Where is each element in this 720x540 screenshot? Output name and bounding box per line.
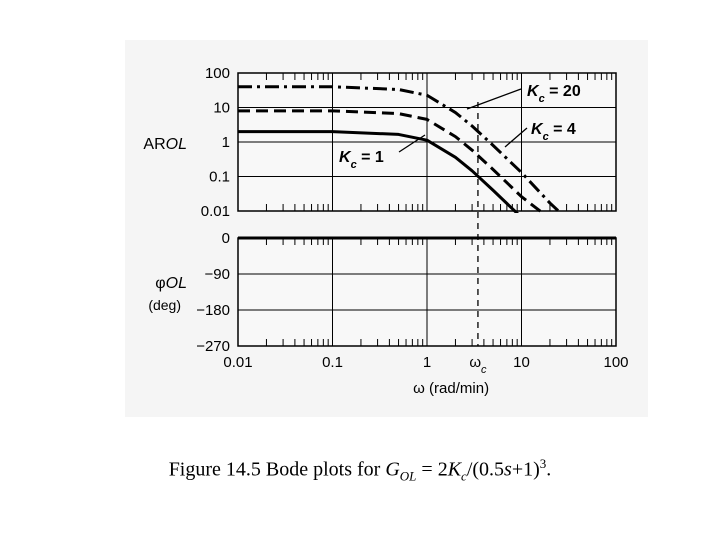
caption-g-sub: OL bbox=[399, 468, 417, 484]
ar-curve-kc-4 bbox=[238, 109, 546, 213]
series-pointer bbox=[504, 127, 528, 148]
caption-tail: +1) bbox=[511, 458, 540, 481]
caption-k-sub: c bbox=[461, 468, 467, 484]
xtick-label: 0.1 bbox=[322, 354, 343, 371]
xtick-label: 0.01 bbox=[223, 354, 252, 371]
series-layer bbox=[238, 85, 616, 346]
magnitude-frame bbox=[237, 72, 617, 212]
crossover-label: ωc bbox=[469, 354, 487, 376]
series-label-kc-1: Kc = 1 bbox=[339, 149, 384, 171]
caption-eq: = 2 bbox=[416, 458, 448, 481]
ar-curve-kc-1 bbox=[238, 130, 520, 213]
mag-ytick-label: 0.1 bbox=[209, 169, 230, 186]
xtick-label: 1 bbox=[423, 354, 431, 371]
xtick-label: 10 bbox=[513, 354, 530, 371]
mag-ytick-label: 10 bbox=[213, 100, 230, 117]
phase-ylabel-unit: (deg) bbox=[148, 297, 181, 313]
phase-ylabel: φOL bbox=[155, 275, 187, 292]
series-pointer bbox=[466, 88, 522, 110]
series-label-kc-20: Kc = 20 bbox=[527, 83, 581, 105]
caption-power: 3 bbox=[539, 456, 547, 471]
phase-ytick-label: −270 bbox=[196, 338, 230, 355]
phase-ytick-label: −180 bbox=[196, 302, 230, 319]
caption-g: G bbox=[385, 458, 400, 481]
mag-ytick-label: 100 bbox=[205, 65, 230, 82]
figure-caption: Figure 14.5 Bode plots for GOL = 2Kc/(0.… bbox=[0, 456, 720, 485]
bode-figure: 100 10 1 0.1 0.01 0 −90 −180 −270 0.01 0.1 1 10 100 AR… bbox=[125, 40, 648, 417]
mag-ylabel: AROL bbox=[143, 136, 187, 153]
mag-ytick-label: 0.01 bbox=[201, 203, 230, 220]
series-pointer bbox=[398, 134, 426, 153]
mag-ytick-label: 1 bbox=[222, 134, 230, 151]
caption-s: s bbox=[504, 458, 512, 481]
phase-ytick-label: 0 bbox=[222, 230, 230, 247]
xtick-label: 100 bbox=[603, 354, 628, 371]
caption-k: K bbox=[447, 458, 462, 481]
ar-curve-kc-20 bbox=[238, 85, 563, 213]
x-axis-label: ω (rad/min) bbox=[413, 380, 489, 397]
caption-end: . bbox=[546, 458, 552, 481]
phase-ytick-label: −90 bbox=[205, 266, 230, 283]
caption-prefix: Figure 14.5 Bode plots for bbox=[168, 458, 386, 481]
caption-mid: /(0.5 bbox=[466, 458, 505, 481]
series-label-kc-4: Kc = 4 bbox=[531, 121, 576, 143]
